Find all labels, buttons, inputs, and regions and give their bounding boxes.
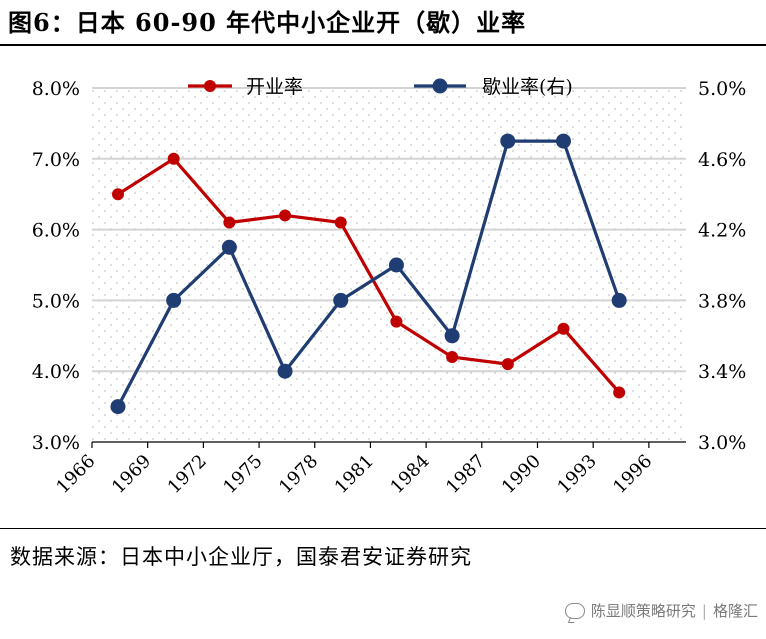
y-right-tick-label: 4.2% [698, 220, 746, 242]
y-left-tick-label: 5.0% [32, 290, 80, 312]
x-tick-label: 1996 [609, 451, 656, 498]
data-point [501, 358, 514, 371]
y-left-tick-label: 4.0% [32, 361, 80, 383]
y-left-tick-label: 6.0% [32, 220, 80, 242]
data-point [446, 351, 459, 364]
data-point [555, 133, 571, 149]
data-point [613, 386, 626, 399]
data-point [388, 257, 404, 273]
y-right-tick-label: 3.8% [698, 290, 746, 312]
x-tick-label: 1966 [52, 451, 99, 498]
data-point [390, 315, 403, 328]
legend-swatch-marker [432, 78, 448, 94]
data-point [221, 239, 237, 255]
y-axis-left: 3.0% 4.0% 5.0% 6.0% 7.0% 8.0% [32, 78, 80, 454]
x-axis-ticks: 1966 1969 1972 1975 1978 1981 1984 1987 1990 1993… [52, 442, 656, 498]
series-2 [110, 133, 627, 415]
legend-item-1: 开业率 [188, 76, 303, 98]
data-point [223, 216, 236, 229]
x-tick-label: 1984 [386, 451, 433, 498]
x-tick-label: 1972 [164, 451, 211, 498]
y-right-tick-label: 4.6% [698, 149, 746, 171]
y-axis-right: 3.0% 3.4% 3.8% 4.2% 4.6% 5.0% [698, 78, 746, 454]
data-point [167, 152, 180, 165]
y-right-tick-label: 3.4% [698, 361, 746, 383]
legend-item-2: 歇业率(右) [414, 76, 573, 98]
y-right-tick-label: 5.0% [698, 78, 746, 100]
watermark-site: 格隆汇 [712, 602, 758, 620]
legend-swatch-marker [204, 80, 216, 92]
grid-lines [92, 87, 686, 373]
series-group [110, 133, 627, 415]
source-rule [0, 528, 766, 529]
data-point [334, 216, 347, 229]
series-line [117, 157, 621, 394]
source-note: 数据来源：日本中小企业厅，国泰君安证券研究 [10, 545, 472, 569]
figure-title: 图6：日本 60-90 年代中小企业开（歇）业率 [8, 8, 527, 37]
data-point [557, 322, 570, 335]
watermark-separator: | [701, 602, 707, 620]
data-point [500, 133, 516, 149]
data-point [110, 399, 126, 415]
watermark-brand: 陈显顺策略研究 [590, 602, 696, 620]
y-right-tick-label: 3.0% [698, 432, 746, 454]
series-line [116, 139, 621, 408]
y-left-tick-label: 8.0% [32, 78, 80, 100]
wechat-icon [564, 603, 585, 619]
legend-label: 开业率 [246, 76, 303, 98]
data-point [333, 292, 349, 308]
line-chart: 1966 1969 1972 1975 1978 1981 1984 1987 1990 1993… [32, 76, 747, 498]
data-point [279, 209, 292, 222]
x-tick-label: 1990 [498, 451, 545, 498]
legend-label: 歇业率(右) [482, 76, 573, 98]
x-tick-label: 1978 [275, 451, 322, 498]
y-left-tick-label: 7.0% [32, 149, 80, 171]
data-point [166, 292, 182, 308]
data-point [611, 292, 627, 308]
series-1 [111, 152, 626, 399]
y-left-tick-label: 3.0% [32, 432, 80, 454]
x-tick-label: 1993 [553, 451, 600, 498]
data-point [111, 188, 124, 201]
legend: 开业率 歇业率(右) [188, 76, 573, 98]
data-point [277, 363, 293, 379]
watermark: 陈显顺策略研究 | 格隆汇 [564, 592, 758, 630]
x-tick-label: 1987 [442, 451, 489, 498]
title-rule [0, 44, 766, 46]
data-point [444, 328, 460, 344]
x-tick-label: 1969 [108, 451, 155, 498]
x-tick-label: 1981 [331, 451, 378, 498]
x-tick-label: 1975 [219, 451, 266, 498]
